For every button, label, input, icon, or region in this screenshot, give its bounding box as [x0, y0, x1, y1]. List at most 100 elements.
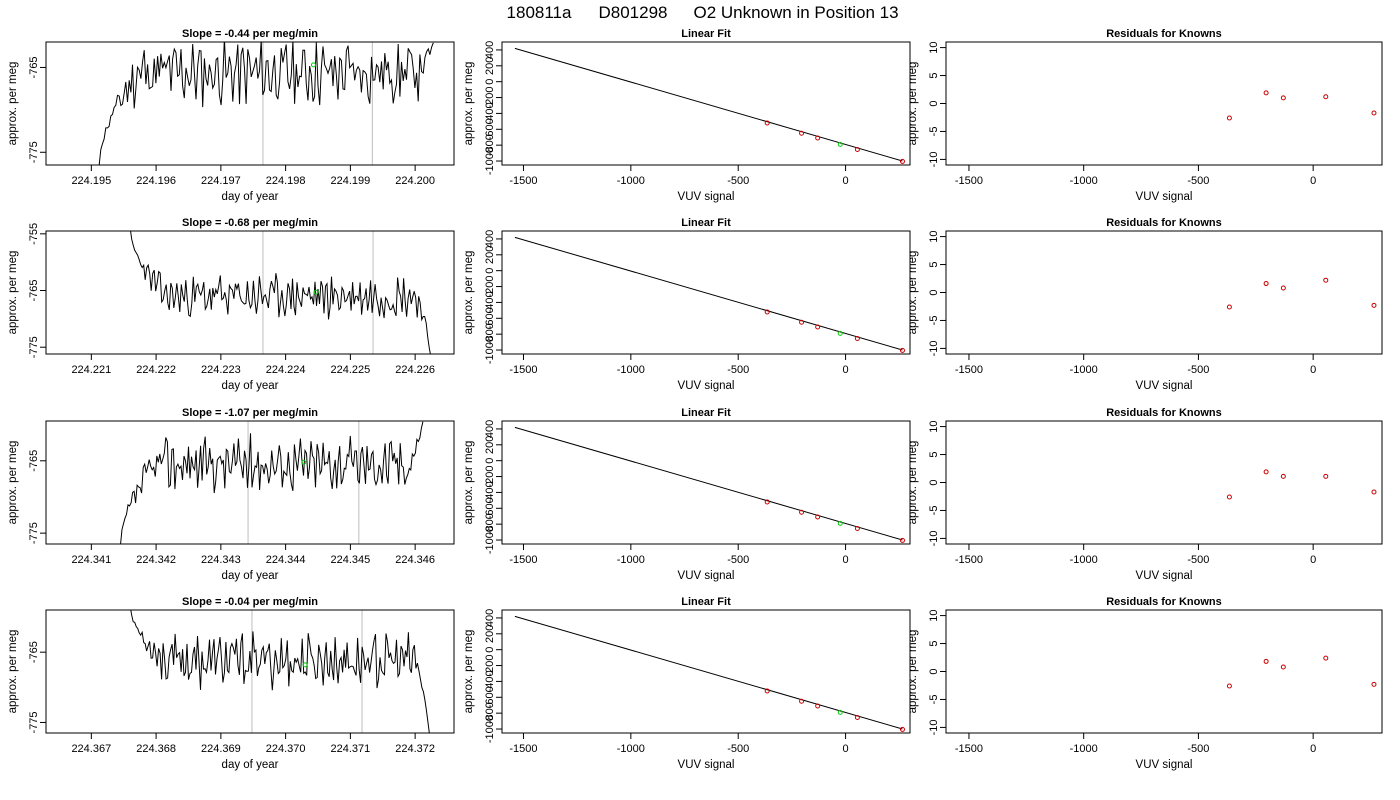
- known-point: [899, 726, 905, 732]
- known-point: [1280, 95, 1286, 101]
- x-tick-label: 224.223: [201, 364, 241, 376]
- x-tick-label: 0: [843, 175, 849, 187]
- y-axis-label: approx. per meg: [7, 251, 19, 335]
- y-tick-label: -775: [28, 141, 40, 163]
- unknown-marker: [310, 62, 316, 68]
- unknown-point: [837, 330, 843, 336]
- x-tick-label: 0: [1310, 743, 1316, 755]
- fit-line: [514, 426, 903, 541]
- y-tick-label: -400: [484, 481, 496, 503]
- x-tick-label: -1000: [1070, 364, 1098, 376]
- panel-title: Residuals for Knowns: [1106, 407, 1222, 419]
- x-axis-label: day of year: [222, 191, 279, 203]
- plot-area: [98, 42, 434, 165]
- known-point: [1371, 302, 1377, 308]
- x-tick-label: -1500: [509, 743, 537, 755]
- known-point: [799, 319, 805, 325]
- known-point: [1226, 494, 1232, 500]
- x-tick-label: 224.367: [71, 743, 111, 755]
- plot-area: [514, 615, 905, 732]
- y-tick-label: -600: [484, 686, 496, 708]
- y-tick-label: 10: [928, 609, 940, 621]
- x-axis-label: day of year: [222, 570, 279, 582]
- panel-title: Residuals for Knowns: [1106, 596, 1222, 608]
- y-tick-label: 5: [928, 451, 940, 457]
- y-tick-label: -800: [484, 513, 496, 535]
- x-tick-label: -1000: [617, 743, 645, 755]
- y-tick-label: 10: [928, 230, 940, 242]
- fit-line: [514, 615, 903, 730]
- panel-r3-c3: Residuals for Knowns -1500 -1000 -500 0 -10 -5…: [907, 407, 1383, 582]
- x-tick-label: 224.221: [71, 364, 111, 376]
- x-axis-label: VUV signal: [678, 570, 735, 582]
- known-point: [815, 514, 821, 520]
- x-tick-label: -500: [1187, 554, 1209, 566]
- x-tick-label: -500: [727, 364, 749, 376]
- y-axis-label: approx. per meg: [907, 630, 919, 714]
- x-tick-label: -1500: [955, 743, 983, 755]
- plot-frame: [501, 420, 911, 545]
- data-trace: [120, 421, 424, 544]
- panel-r2-c3: Residuals for Knowns -1500 -1000 -500 0 -10 -5…: [907, 217, 1383, 392]
- y-tick-label: -800: [484, 134, 496, 156]
- x-tick-label: -1000: [617, 364, 645, 376]
- x-axis-label: VUV signal: [678, 380, 735, 392]
- x-tick-label: -1000: [617, 175, 645, 187]
- y-tick-label: 0: [484, 268, 496, 274]
- y-axis-label: approx. per meg: [463, 441, 475, 525]
- known-point: [854, 715, 860, 721]
- x-axis-label: day of year: [222, 759, 279, 771]
- panel-title: Linear Fit: [681, 596, 731, 608]
- y-tick-label: -1000: [484, 336, 496, 364]
- x-tick-label: -500: [727, 175, 749, 187]
- y-tick-label: -765: [28, 450, 40, 472]
- y-axis-label: approx. per meg: [463, 251, 475, 335]
- y-tick-label: 0: [484, 458, 496, 464]
- x-tick-label: 224.198: [266, 175, 306, 187]
- y-tick-label: 400: [484, 230, 496, 248]
- x-tick-label: -1500: [955, 364, 983, 376]
- y-axis-label: approx. per meg: [907, 441, 919, 525]
- data-trace: [130, 610, 430, 733]
- plot-area: [1226, 90, 1377, 121]
- y-tick-label: -800: [484, 323, 496, 345]
- plot-area: [1226, 277, 1377, 310]
- y-tick-label: -800: [484, 702, 496, 724]
- y-tick-label: 200: [484, 436, 496, 454]
- panel-title: Slope = -0.68 per meg/min: [182, 217, 318, 229]
- known-point: [1323, 473, 1329, 479]
- figure-title-description: O2 Unknown in Position 13: [693, 3, 898, 22]
- y-tick-label: -400: [484, 102, 496, 124]
- x-tick-label: 224.225: [330, 364, 370, 376]
- x-axis-label: VUV signal: [678, 759, 735, 771]
- plot-area: [1226, 655, 1377, 689]
- x-tick-label: -1500: [509, 175, 537, 187]
- y-tick-label: -5: [928, 506, 940, 516]
- known-point: [799, 698, 805, 704]
- panel-r1-c2: Linear Fit-1500 -1000 -500 0-1000-800-600-4…: [463, 28, 911, 203]
- y-axis-label: approx. per meg: [907, 251, 919, 335]
- y-tick-label: 10: [928, 41, 940, 53]
- y-tick-label: -775: [28, 711, 40, 733]
- x-tick-label: -500: [727, 554, 749, 566]
- panel-r2-c2: Linear Fit-1500 -1000 -500 0-1000-800-600-4…: [463, 217, 911, 392]
- y-axis-label: approx. per meg: [463, 62, 475, 146]
- y-tick-label: 400: [484, 609, 496, 627]
- y-tick-label: 0: [484, 647, 496, 653]
- plot-area: [130, 610, 430, 733]
- plot-frame: [45, 609, 455, 734]
- x-tick-label: 224.197: [201, 175, 241, 187]
- plot-frame: [945, 230, 1383, 355]
- x-tick-label: -1000: [1070, 554, 1098, 566]
- known-point: [815, 324, 821, 330]
- x-tick-label: -500: [1187, 364, 1209, 376]
- y-axis-label: approx. per meg: [463, 630, 475, 714]
- x-tick-label: 224.341: [71, 554, 111, 566]
- x-tick-label: 224.195: [71, 175, 111, 187]
- x-tick-label: 224.345: [330, 554, 370, 566]
- known-point: [899, 158, 905, 164]
- y-tick-label: 400: [484, 420, 496, 438]
- known-point: [1263, 658, 1269, 664]
- known-point: [815, 703, 821, 709]
